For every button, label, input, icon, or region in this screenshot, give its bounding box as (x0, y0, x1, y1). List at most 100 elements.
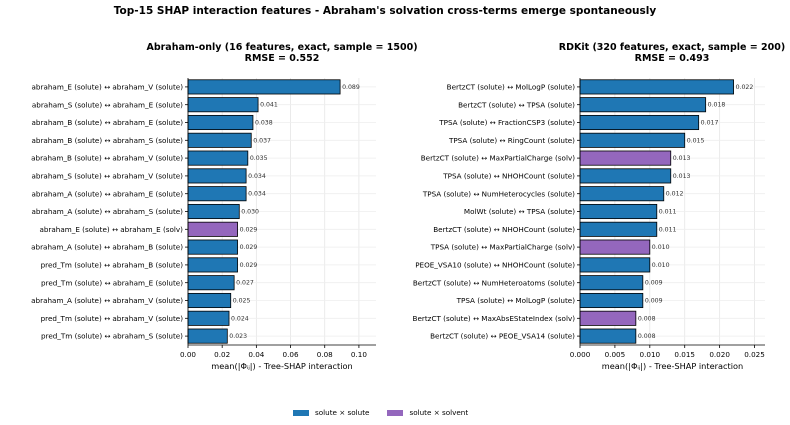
x-axis-label: mean(|Φᵢⱼ|) - Tree-SHAP interaction (211, 361, 352, 371)
chart-panels: Abraham-only (16 features, exact, sample… (31, 42, 785, 371)
bar-value-label: 0.010 (652, 262, 670, 269)
bar-value-label: 0.041 (260, 102, 278, 109)
x-tick-label: 0.06 (283, 350, 299, 359)
legend-swatch-solvent (387, 409, 404, 416)
bar-value-label: 0.027 (236, 280, 254, 287)
bar-value-label: 0.034 (248, 173, 266, 180)
bar (579, 97, 707, 113)
bar-value-label: 0.035 (250, 155, 268, 162)
panel-title: Abraham-only (16 features, exact, sample… (146, 42, 417, 53)
category-label: BertzCT (solute) ↔ PEOE_VSA14 (solute) (430, 332, 575, 341)
figure-suptitle: Top-15 SHAP interaction features - Abrah… (114, 5, 657, 17)
bar (579, 328, 637, 344)
bar (187, 221, 238, 237)
chart-panel-2: RDKit (320 features, exact, sample = 200… (413, 42, 786, 371)
bar (579, 186, 665, 202)
category-label: TPSA (solute) ↔ RingCount (solute) (448, 136, 575, 145)
bar-value-label: 0.013 (673, 155, 691, 162)
bar-value-label: 0.024 (231, 315, 249, 322)
x-tick-label: 0.02 (214, 350, 230, 359)
chart-panel-1: Abraham-only (16 features, exact, sample… (31, 42, 417, 371)
category-label: pred_Tm (solute) ↔ abraham_V (solute) (41, 314, 184, 323)
bar-value-label: 0.011 (659, 209, 677, 216)
category-label: abraham_A (solute) ↔ abraham_E (solute) (32, 189, 184, 198)
category-label: abraham_E (solute) ↔ abraham_E (solv) (39, 225, 183, 234)
bar (187, 79, 341, 95)
category-label: abraham_A (solute) ↔ abraham_V (solute) (31, 296, 183, 305)
bar (579, 275, 644, 291)
legend-label-solute: solute × solute (315, 408, 370, 417)
bar-value-label: 0.015 (687, 137, 705, 144)
panel-subtitle: RMSE = 0.552 (245, 53, 320, 64)
legend: solute × solute solute × solvent (293, 408, 468, 417)
bar (187, 114, 254, 131)
x-axis-label: mean(|Φᵢⱼ|) - Tree-SHAP interaction (602, 361, 743, 371)
bar (187, 292, 232, 309)
bar (579, 150, 672, 166)
category-label: abraham_B (solute) ↔ abraham_V (solute) (31, 154, 183, 163)
bar-value-label: 0.023 (229, 333, 247, 340)
category-label: TPSA (solute) ↔ NHOHCount (solute) (442, 172, 575, 181)
panel-title: RDKit (320 features, exact, sample = 200… (559, 42, 785, 53)
panel-subtitle: RMSE = 0.493 (635, 53, 710, 64)
category-label: pred_Tm (solute) ↔ abraham_B (solute) (41, 261, 184, 270)
x-tick-label: 0.04 (248, 350, 264, 359)
category-label: pred_Tm (solute) ↔ abraham_S (solute) (41, 332, 183, 341)
bar-value-label: 0.012 (666, 191, 684, 198)
bar (579, 257, 651, 273)
bar (187, 186, 247, 202)
bar-value-label: 0.029 (240, 262, 258, 269)
bar (579, 79, 734, 95)
bar (187, 150, 249, 166)
category-label: BertzCT (solute) ↔ NHOHCount (solute) (433, 225, 575, 234)
x-tick-label: 0.10 (351, 350, 367, 359)
category-label: PEOE_VSA10 (solute) ↔ NHOHCount (solute) (415, 261, 575, 270)
x-tick-label: 0.005 (605, 350, 626, 359)
category-label: abraham_A (solute) ↔ abraham_B (solute) (31, 243, 183, 252)
category-label: BertzCT (solute) ↔ NumHeteroatoms (solut… (413, 278, 575, 287)
bar-value-label: 0.008 (638, 315, 656, 322)
category-label: BertzCT (solute) ↔ TPSA (solute) (458, 100, 575, 109)
bar-value-label: 0.029 (240, 226, 258, 233)
bar (187, 168, 247, 184)
bar (187, 97, 259, 113)
category-label: abraham_B (solute) ↔ abraham_S (solute) (31, 136, 183, 145)
category-label: TPSA (solute) ↔ MaxPartialCharge (solv) (430, 243, 575, 252)
legend-swatch-solute (293, 409, 309, 416)
bar (579, 114, 700, 131)
bar (579, 132, 686, 148)
bar-value-label: 0.038 (255, 120, 273, 127)
category-label: abraham_S (solute) ↔ abraham_V (solute) (32, 172, 184, 181)
category-label: BertzCT (solute) ↔ MaxPartialCharge (sol… (421, 154, 575, 163)
category-label: TPSA (solute) ↔ NumHeterocycles (solute) (422, 189, 575, 198)
category-label: abraham_S (solute) ↔ abraham_E (solute) (32, 100, 183, 109)
category-label: TPSA (solute) ↔ FractionCSP3 (solute) (438, 118, 575, 127)
bar-value-label: 0.034 (248, 191, 266, 198)
x-tick-label: 0.020 (709, 350, 730, 359)
bar (579, 168, 672, 184)
category-label: abraham_E (solute) ↔ abraham_V (solute) (32, 83, 184, 92)
bar (187, 239, 238, 255)
x-tick-label: 0.010 (640, 350, 661, 359)
x-tick-label: 0.08 (317, 350, 333, 359)
bar (579, 292, 644, 309)
bar-value-label: 0.009 (645, 280, 663, 287)
bar (579, 203, 658, 220)
bar-value-label: 0.008 (638, 333, 656, 340)
category-label: MolWt (solute) ↔ TPSA (solute) (464, 207, 575, 216)
bar (579, 221, 658, 237)
bar (579, 239, 651, 255)
bar-value-label: 0.010 (652, 244, 670, 251)
category-label: BertzCT (solute) ↔ MaxAbsEStateIndex (so… (413, 314, 576, 323)
x-tick-label: 0.00 (180, 350, 196, 359)
bar-value-label: 0.022 (736, 84, 754, 91)
x-tick-label: 0.000 (570, 350, 591, 359)
bar-value-label: 0.017 (701, 120, 719, 127)
legend-item-solvent: solute × solvent (387, 408, 468, 417)
bar-value-label: 0.029 (240, 244, 258, 251)
bar-value-label: 0.018 (708, 102, 726, 109)
bar-value-label: 0.089 (342, 84, 360, 91)
bar (187, 275, 235, 291)
category-label: abraham_B (solute) ↔ abraham_E (solute) (32, 118, 184, 127)
